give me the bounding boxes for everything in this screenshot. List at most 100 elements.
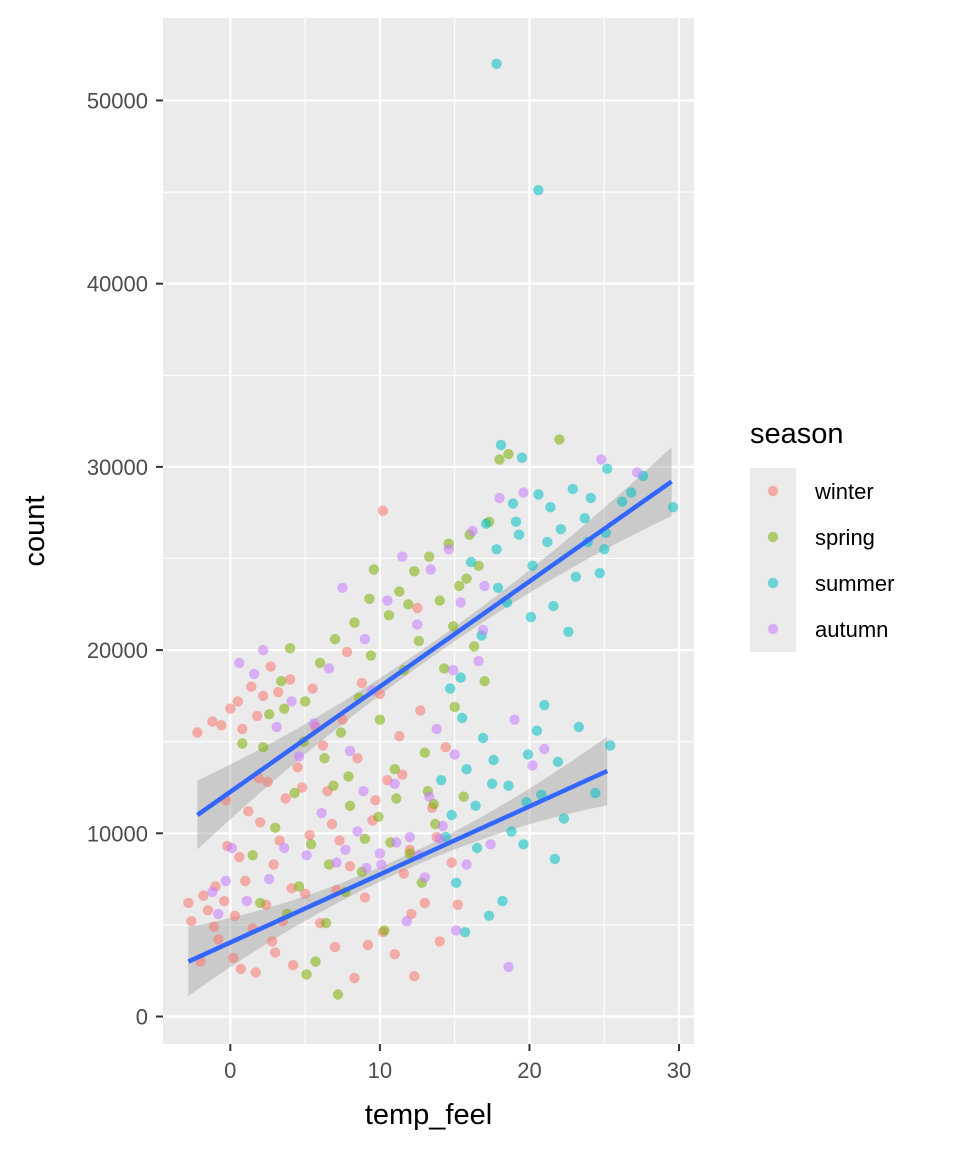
- point-summer: [445, 683, 456, 694]
- point-winter: [292, 762, 303, 773]
- point-autumn: [234, 657, 245, 669]
- point-winter: [409, 971, 420, 982]
- point-autumn: [258, 644, 269, 656]
- point-summer: [518, 839, 529, 850]
- y-axis-title: count: [19, 496, 51, 567]
- point-autumn: [308, 718, 320, 729]
- point-spring: [439, 663, 450, 674]
- point-spring: [383, 610, 395, 621]
- point-autumn: [473, 655, 484, 667]
- point-autumn: [241, 895, 252, 907]
- point-summer: [459, 927, 471, 938]
- point-summer: [594, 567, 605, 579]
- point-summer: [483, 910, 495, 921]
- point-autumn: [359, 633, 371, 645]
- point-spring: [301, 969, 312, 980]
- point-winter: [352, 753, 363, 764]
- y-tick-label: 30000: [87, 455, 148, 480]
- point-winter: [208, 921, 220, 932]
- point-summer: [555, 524, 567, 535]
- trend-line: [196, 479, 673, 817]
- point-summer: [605, 740, 616, 751]
- x-tick-label: 10: [368, 1058, 392, 1083]
- point-autumn: [220, 875, 231, 887]
- point-spring: [461, 573, 472, 584]
- point-autumn: [207, 886, 218, 898]
- point-spring: [364, 593, 375, 604]
- point-spring: [276, 676, 287, 687]
- point-autumn: [226, 842, 237, 854]
- point-autumn: [264, 873, 275, 885]
- point-autumn: [401, 916, 412, 927]
- point-winter: [252, 710, 263, 722]
- point-spring: [255, 897, 266, 909]
- point-autumn: [425, 564, 436, 575]
- point-summer: [573, 721, 584, 733]
- point-summer: [486, 778, 498, 789]
- x-tick-label: 30: [667, 1058, 691, 1083]
- point-spring: [454, 580, 465, 592]
- point-spring: [293, 881, 305, 892]
- point-winter: [240, 875, 251, 887]
- point-autumn: [509, 714, 520, 725]
- point-summer: [549, 853, 561, 865]
- point-spring: [373, 811, 384, 822]
- point-winter: [243, 806, 254, 817]
- point-winter: [412, 602, 423, 614]
- point-summer: [513, 529, 525, 540]
- point-winter: [232, 696, 243, 707]
- point-spring: [343, 771, 354, 782]
- point-spring: [270, 822, 281, 833]
- point-autumn: [527, 760, 538, 771]
- point-winter: [362, 939, 374, 951]
- point-spring: [320, 917, 332, 929]
- point-spring: [419, 747, 430, 758]
- point-winter: [207, 716, 218, 727]
- point-winter: [246, 681, 257, 692]
- point-autumn: [419, 872, 430, 883]
- y-tick-label: 50000: [87, 88, 148, 113]
- point-winter: [377, 505, 389, 516]
- point-winter: [398, 868, 409, 879]
- point-winter: [452, 899, 463, 910]
- point-spring: [258, 742, 269, 753]
- point-winter: [202, 905, 214, 916]
- point-winter: [255, 817, 266, 828]
- point-winter: [284, 674, 296, 685]
- point-winter: [344, 861, 356, 872]
- point-autumn: [431, 723, 442, 735]
- point-spring: [284, 643, 296, 654]
- point-summer: [527, 560, 538, 571]
- point-winter: [389, 949, 400, 960]
- point-summer: [590, 787, 601, 799]
- point-winter: [329, 941, 341, 953]
- point-autumn: [213, 908, 224, 920]
- point-summer: [579, 513, 590, 524]
- point-summer: [488, 754, 499, 766]
- point-spring: [247, 850, 258, 861]
- point-summer: [461, 764, 472, 775]
- point-spring: [319, 753, 330, 764]
- point-summer: [446, 809, 457, 821]
- point-summer: [626, 487, 637, 498]
- point-summer: [542, 536, 553, 548]
- point-spring: [368, 564, 380, 575]
- point-winter: [237, 723, 248, 735]
- point-spring: [554, 434, 565, 445]
- point-spring: [349, 617, 360, 628]
- point-autumn: [352, 826, 363, 837]
- point-summer: [531, 725, 543, 736]
- point-winter: [234, 851, 245, 863]
- point-spring: [279, 703, 290, 714]
- point-autumn: [596, 454, 607, 465]
- point-autumn: [455, 597, 466, 608]
- point-winter: [359, 892, 371, 903]
- legend-label-summer: summer: [815, 571, 894, 596]
- point-winter: [415, 705, 426, 716]
- point-spring: [328, 780, 339, 791]
- point-spring: [264, 709, 275, 720]
- y-tick-label: 0: [136, 1005, 148, 1030]
- legend-swatch-winter: [767, 485, 779, 497]
- point-winter: [280, 793, 291, 804]
